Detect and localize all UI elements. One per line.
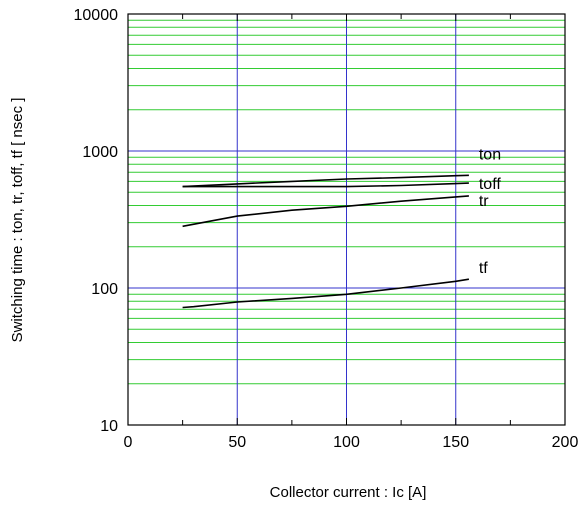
y-tick-label: 10 [100, 418, 118, 435]
series-line-toff [182, 182, 469, 188]
x-tick-label: 100 [333, 434, 360, 451]
series-label-tr: tr [479, 193, 489, 210]
axis-ticks [127, 14, 566, 425]
x-tick-labels: 0 50 100 150 200 [124, 434, 579, 451]
series-label-tf: tf [479, 260, 488, 277]
series-label-toff: toff [479, 176, 502, 193]
x-tick-label: 0 [124, 434, 133, 451]
x-tick-label: 50 [228, 434, 246, 451]
y-tick-label: 1000 [82, 144, 118, 161]
y-tick-label: 100 [91, 281, 118, 298]
y-tick-labels: 10 100 1000 10000 [74, 7, 119, 435]
y-axis-label: Switching time : ton, tr, toff, tf [ nse… [9, 98, 26, 343]
major-gridlines [128, 14, 565, 425]
series-label-ton: ton [479, 146, 501, 163]
series-line-ton [182, 174, 469, 188]
series-line-tr [182, 195, 469, 228]
x-tick-label: 150 [442, 434, 469, 451]
x-axis-label: Collector current : Ic [A] [270, 484, 427, 501]
series-line-tf [182, 278, 470, 309]
x-tick-label: 200 [552, 434, 579, 451]
y-tick-label: 10000 [74, 7, 119, 24]
series-lines [182, 174, 470, 309]
